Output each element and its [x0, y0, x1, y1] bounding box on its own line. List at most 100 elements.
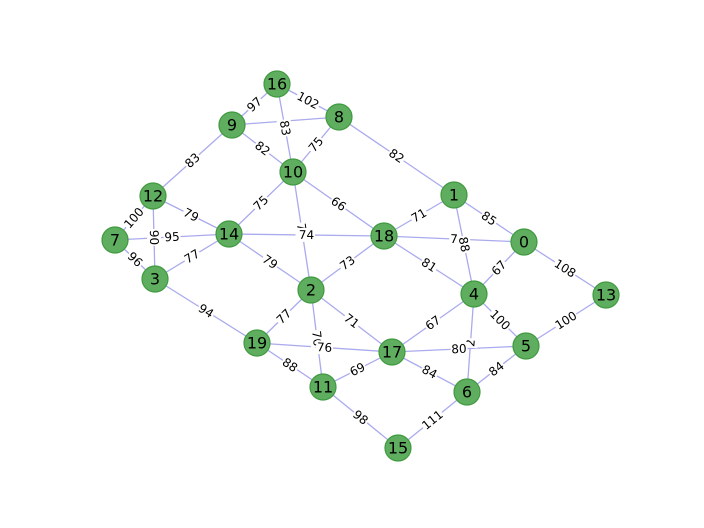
edge-weight-label-9-10: 82	[251, 137, 274, 160]
edge-weight-text: 66	[328, 194, 349, 214]
edge-weight-label-16-10: 83	[276, 118, 294, 138]
edge-weight-text: 74	[299, 228, 314, 242]
edge-weight-label-bg	[305, 133, 327, 156]
node-15[interactable]: 15	[384, 434, 412, 462]
edge-weight-label-bg	[181, 149, 204, 172]
node-8[interactable]: 8	[325, 103, 353, 131]
edge-weight-label-16-8: 102	[293, 88, 323, 113]
node-circle[interactable]	[101, 226, 129, 254]
edge-weight-label-bg	[349, 406, 372, 429]
edge-weight-text: 73	[337, 253, 358, 273]
node-circle[interactable]	[141, 265, 169, 293]
edge-weight-label-bg	[259, 251, 281, 273]
edge-weight-label-12-3: 90	[146, 228, 162, 247]
node-label: 2	[306, 281, 316, 300]
node-11[interactable]: 11	[309, 373, 337, 401]
edge-weight-label-bg	[327, 193, 350, 215]
node-17[interactable]: 17	[378, 338, 406, 366]
edge-weight-label-10-18: 66	[327, 193, 350, 215]
edge-weight-label-4-17: 67	[422, 312, 444, 334]
edge-weight-label-bg	[181, 246, 203, 267]
edge-weight-label-bg	[276, 118, 294, 138]
node-circle[interactable]	[440, 181, 468, 209]
edge-weight-label-19-17: 76	[315, 339, 334, 356]
edge-weight-text: 95	[164, 230, 180, 245]
edge-labels-layer: 9710283838275827566747910090959674777994…	[120, 88, 581, 434]
edge-weight-text: 88	[456, 236, 473, 254]
node-18[interactable]: 18	[370, 222, 398, 250]
node-circle[interactable]	[263, 70, 291, 98]
node-7[interactable]: 7	[101, 226, 129, 254]
node-2[interactable]: 2	[297, 276, 325, 304]
node-19[interactable]: 19	[243, 329, 271, 357]
edge-weight-label-bg	[418, 361, 441, 383]
edge-weight-label-17-11: 69	[346, 359, 369, 380]
node-circle[interactable]	[325, 103, 353, 131]
node-label: 18	[374, 227, 394, 246]
edge-weight-text: 79	[260, 252, 281, 272]
edge-weight-label-bg	[315, 339, 334, 356]
edge-weight-label-2-17: 71	[340, 310, 363, 332]
edge-weight-label-18-4: 81	[418, 254, 440, 276]
node-9[interactable]: 9	[218, 111, 246, 139]
node-label: 11	[313, 378, 333, 397]
edge-weight-label-bg	[422, 312, 444, 334]
edge-weight-label-12-14: 79	[180, 204, 202, 226]
node-circle[interactable]	[460, 280, 488, 308]
node-10[interactable]: 10	[279, 158, 307, 186]
node-circle[interactable]	[215, 220, 243, 248]
edge-weight-label-8-10: 75	[305, 133, 327, 156]
node-circle[interactable]	[453, 378, 481, 406]
edge-weight-text: 71	[409, 206, 429, 226]
edge-weight-text: 2	[463, 339, 478, 348]
node-circle[interactable]	[370, 222, 398, 250]
node-12[interactable]: 12	[139, 182, 167, 210]
node-label: 19	[247, 334, 267, 353]
edge-weight-label-bg	[346, 359, 369, 380]
edge-weight-text: 90	[147, 230, 161, 246]
node-label: 3	[150, 270, 160, 289]
edge-weight-text: 85	[479, 208, 499, 228]
node-3[interactable]: 3	[141, 265, 169, 293]
edge-weight-text: 81	[419, 255, 439, 275]
node-circle[interactable]	[309, 373, 337, 401]
edge-weight-label-bg	[550, 255, 580, 282]
node-label: 5	[521, 337, 531, 356]
node-14[interactable]: 14	[215, 220, 243, 248]
node-circle[interactable]	[243, 329, 271, 357]
node-6[interactable]: 6	[453, 378, 481, 406]
node-circle[interactable]	[384, 434, 412, 462]
node-label: 10	[283, 163, 303, 182]
edge-weight-label-bg	[336, 252, 359, 274]
node-circle[interactable]	[279, 158, 307, 186]
edge-weight-label-7-14: 95	[163, 229, 181, 245]
edge-weight-label-bg	[293, 88, 323, 113]
edge-weight-label-13-5: 100	[551, 308, 581, 333]
edge-weight-label-0-13: 108	[550, 255, 580, 282]
node-1[interactable]: 1	[440, 181, 468, 209]
node-4[interactable]: 4	[460, 280, 488, 308]
edge-weight-text: 77	[182, 247, 202, 267]
edge-weight-label-bg	[486, 306, 514, 334]
edge-weight-label-bg	[180, 204, 202, 226]
node-13[interactable]: 13	[592, 281, 620, 309]
node-16[interactable]: 16	[263, 70, 291, 98]
node-label: 7	[110, 231, 120, 250]
node-0[interactable]: 0	[510, 228, 538, 256]
node-circle[interactable]	[378, 338, 406, 366]
node-circle[interactable]	[510, 228, 538, 256]
node-circle[interactable]	[218, 111, 246, 139]
edge-weight-label-1-4: 88	[455, 234, 473, 255]
node-circle[interactable]	[512, 332, 540, 360]
edge-weight-label-19-11: 88	[279, 354, 301, 376]
edge-weight-text: 67	[423, 313, 444, 333]
node-circle[interactable]	[297, 276, 325, 304]
node-5[interactable]: 5	[512, 332, 540, 360]
node-circle[interactable]	[592, 281, 620, 309]
edge-weight-label-bg	[195, 300, 217, 322]
edge-weight-text: 88	[280, 355, 300, 375]
node-circle[interactable]	[139, 182, 167, 210]
node-label: 0	[519, 233, 529, 252]
edge-weight-label-bg	[418, 254, 440, 276]
edge-weight-text: 83	[277, 119, 294, 137]
